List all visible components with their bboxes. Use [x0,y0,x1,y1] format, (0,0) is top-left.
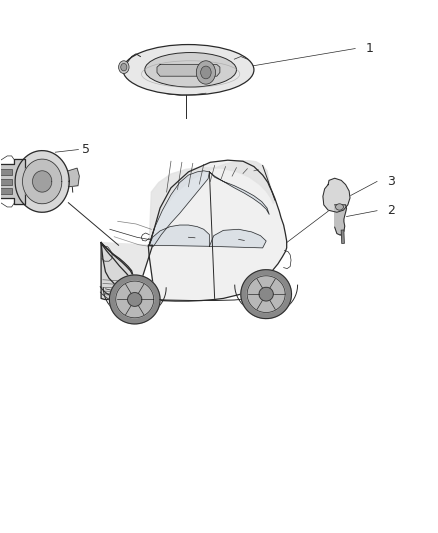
Text: 5: 5 [82,143,90,156]
Bar [0,188,12,194]
Circle shape [201,66,211,79]
Polygon shape [101,160,287,301]
Polygon shape [15,151,69,212]
Circle shape [196,61,215,84]
Text: 3: 3 [388,175,396,188]
Polygon shape [209,229,266,248]
Polygon shape [110,275,160,324]
Polygon shape [101,243,152,294]
Polygon shape [259,287,273,301]
Polygon shape [335,205,346,235]
Polygon shape [68,168,79,187]
Text: 1: 1 [366,42,374,55]
Ellipse shape [145,53,237,87]
Polygon shape [116,281,154,318]
Polygon shape [209,172,269,214]
Circle shape [121,63,127,71]
Polygon shape [149,161,275,245]
Polygon shape [149,225,209,246]
Polygon shape [323,178,350,212]
Bar [0,169,12,175]
Ellipse shape [336,204,343,210]
Polygon shape [22,159,62,204]
Text: 2: 2 [388,204,396,217]
Polygon shape [247,276,285,312]
Ellipse shape [123,45,254,95]
Polygon shape [32,171,52,192]
Polygon shape [101,243,134,300]
Circle shape [119,61,129,74]
Polygon shape [0,159,25,204]
Polygon shape [241,270,291,319]
Bar [0,179,12,184]
Polygon shape [157,64,220,76]
Polygon shape [127,293,142,306]
Polygon shape [149,171,209,246]
